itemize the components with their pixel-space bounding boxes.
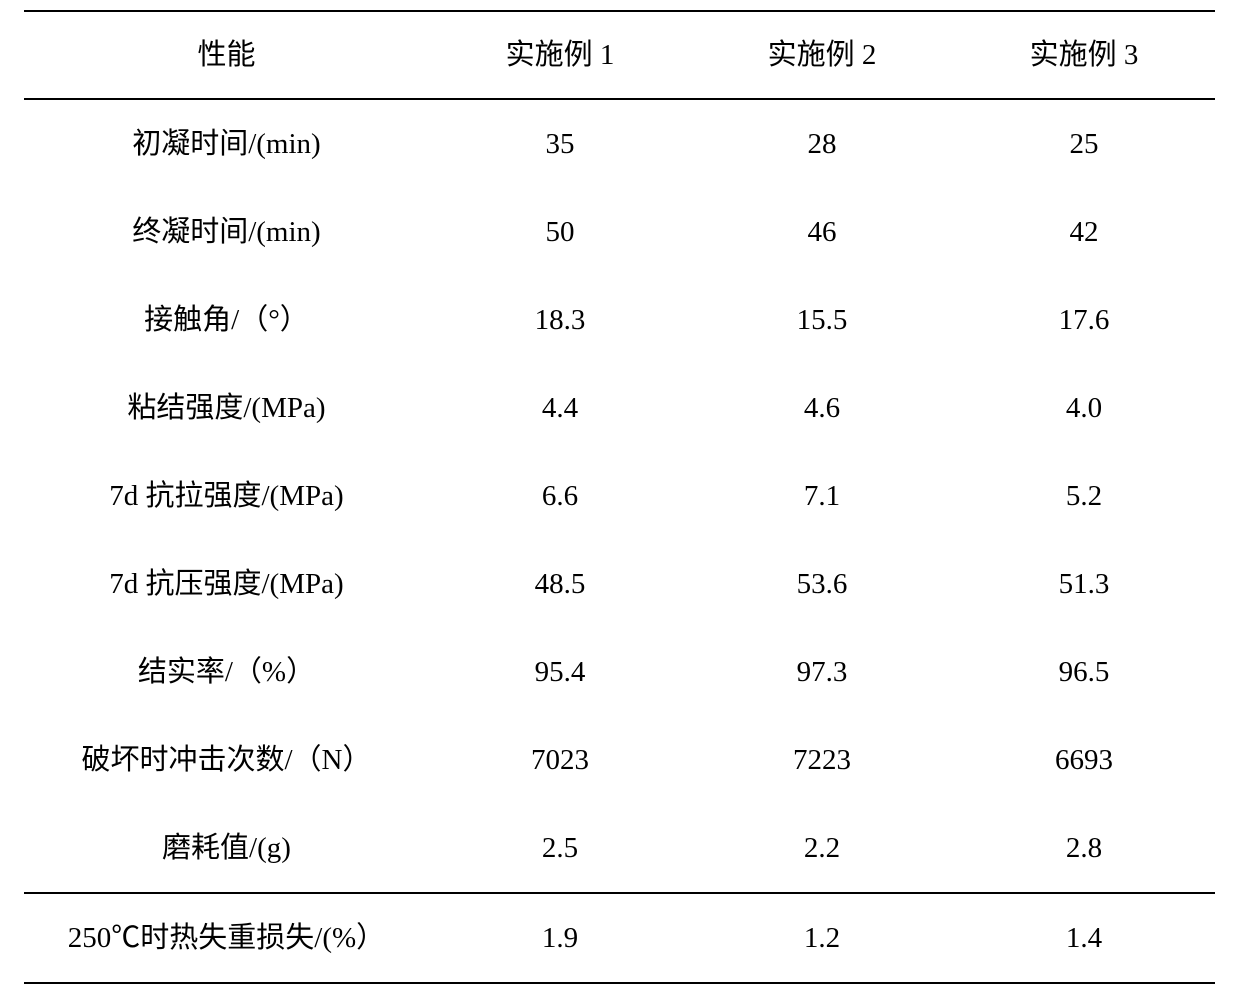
cell-value: 15.5 bbox=[691, 276, 953, 364]
cell-value: 7223 bbox=[691, 716, 953, 804]
col-header-example-3: 实施例 3 bbox=[953, 11, 1215, 99]
cell-value: 42 bbox=[953, 188, 1215, 276]
col-header-example-1: 实施例 1 bbox=[429, 11, 691, 99]
cell-value: 5.2 bbox=[953, 452, 1215, 540]
cell-value: 4.0 bbox=[953, 364, 1215, 452]
cell-property: 初凝时间/(min) bbox=[24, 99, 429, 188]
table-row: 7d 抗拉强度/(MPa) 6.6 7.1 5.2 bbox=[24, 452, 1215, 540]
cell-value: 4.6 bbox=[691, 364, 953, 452]
table-row: 接触角/（°） 18.3 15.5 17.6 bbox=[24, 276, 1215, 364]
cell-value: 1.9 bbox=[429, 893, 691, 983]
cell-value: 96.5 bbox=[953, 628, 1215, 716]
cell-value: 46 bbox=[691, 188, 953, 276]
cell-value: 4.4 bbox=[429, 364, 691, 452]
table-header-row: 性能 实施例 1 实施例 2 实施例 3 bbox=[24, 11, 1215, 99]
table-row: 终凝时间/(min) 50 46 42 bbox=[24, 188, 1215, 276]
table-row: 250℃时热失重损失/(%） 1.9 1.2 1.4 bbox=[24, 893, 1215, 983]
cell-value: 35 bbox=[429, 99, 691, 188]
cell-value: 6.6 bbox=[429, 452, 691, 540]
cell-value: 1.2 bbox=[691, 893, 953, 983]
cell-value: 7023 bbox=[429, 716, 691, 804]
cell-value: 18.3 bbox=[429, 276, 691, 364]
cell-value: 51.3 bbox=[953, 540, 1215, 628]
table-row: 初凝时间/(min) 35 28 25 bbox=[24, 99, 1215, 188]
cell-value: 25 bbox=[953, 99, 1215, 188]
properties-table-container: 性能 实施例 1 实施例 2 实施例 3 初凝时间/(min) 35 28 25… bbox=[0, 0, 1239, 984]
cell-value: 2.5 bbox=[429, 804, 691, 893]
cell-value: 95.4 bbox=[429, 628, 691, 716]
cell-value: 6693 bbox=[953, 716, 1215, 804]
cell-property: 终凝时间/(min) bbox=[24, 188, 429, 276]
cell-property: 7d 抗拉强度/(MPa) bbox=[24, 452, 429, 540]
cell-property: 结实率/（%） bbox=[24, 628, 429, 716]
table-row: 粘结强度/(MPa) 4.4 4.6 4.0 bbox=[24, 364, 1215, 452]
cell-property: 粘结强度/(MPa) bbox=[24, 364, 429, 452]
cell-property: 250℃时热失重损失/(%） bbox=[24, 893, 429, 983]
cell-value: 97.3 bbox=[691, 628, 953, 716]
cell-property: 7d 抗压强度/(MPa) bbox=[24, 540, 429, 628]
cell-value: 17.6 bbox=[953, 276, 1215, 364]
table-row: 结实率/（%） 95.4 97.3 96.5 bbox=[24, 628, 1215, 716]
cell-value: 7.1 bbox=[691, 452, 953, 540]
col-header-property: 性能 bbox=[24, 11, 429, 99]
table-row: 破坏时冲击次数/（N） 7023 7223 6693 bbox=[24, 716, 1215, 804]
cell-value: 53.6 bbox=[691, 540, 953, 628]
col-header-example-2: 实施例 2 bbox=[691, 11, 953, 99]
cell-property: 接触角/（°） bbox=[24, 276, 429, 364]
cell-property: 磨耗值/(g) bbox=[24, 804, 429, 893]
cell-value: 2.8 bbox=[953, 804, 1215, 893]
cell-value: 48.5 bbox=[429, 540, 691, 628]
cell-property: 破坏时冲击次数/（N） bbox=[24, 716, 429, 804]
table-row: 7d 抗压强度/(MPa) 48.5 53.6 51.3 bbox=[24, 540, 1215, 628]
cell-value: 2.2 bbox=[691, 804, 953, 893]
cell-value: 28 bbox=[691, 99, 953, 188]
properties-table: 性能 实施例 1 实施例 2 实施例 3 初凝时间/(min) 35 28 25… bbox=[24, 10, 1215, 984]
cell-value: 50 bbox=[429, 188, 691, 276]
cell-value: 1.4 bbox=[953, 893, 1215, 983]
table-row: 磨耗值/(g) 2.5 2.2 2.8 bbox=[24, 804, 1215, 893]
